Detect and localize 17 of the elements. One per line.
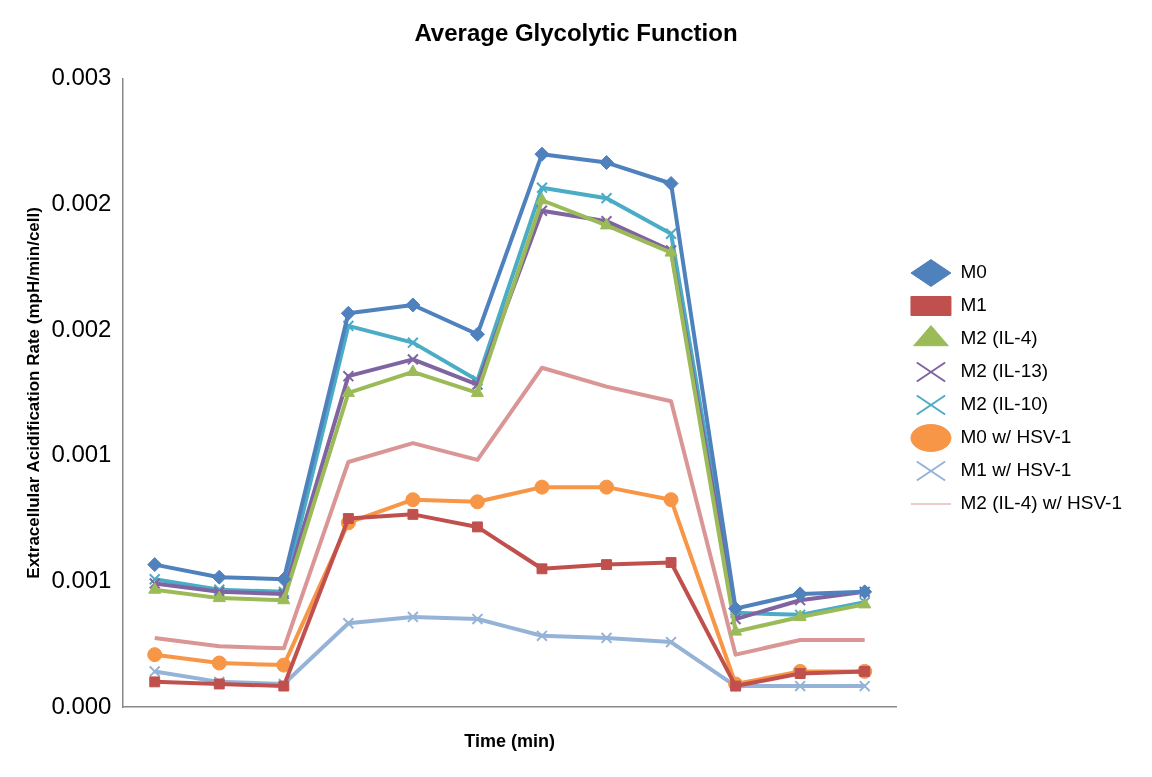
y-tick-label: 0.003 [51, 63, 112, 91]
legend-label: M2 (IL-4) [960, 327, 1038, 349]
y-tick-label: 0.000 [51, 691, 112, 719]
y-tick-label: 0.001 [51, 565, 112, 593]
y-tick-label: 0.002 [51, 314, 112, 342]
chart-title: Average Glycolytic Function [414, 19, 738, 47]
legend-label: M2 (IL-10) [960, 393, 1049, 415]
legend-label: M1 [960, 294, 987, 316]
x-axis-title: Time (min) [464, 731, 556, 752]
legend-label: M0 [960, 261, 987, 283]
y-axis-title: Extracellular Acidification Rate (mpH/min/cell) [23, 207, 43, 579]
y-tick-label: 0.001 [51, 440, 112, 468]
y-tick-label: 0.002 [51, 189, 112, 217]
legend-label: M1 w/ HSV-1 [960, 459, 1072, 481]
legend-label: M0 w/ HSV-1 [960, 426, 1072, 448]
legend-label: M2 (IL-13) [960, 360, 1049, 382]
legend-label: M2 (IL-4) w/ HSV-1 [960, 492, 1123, 514]
